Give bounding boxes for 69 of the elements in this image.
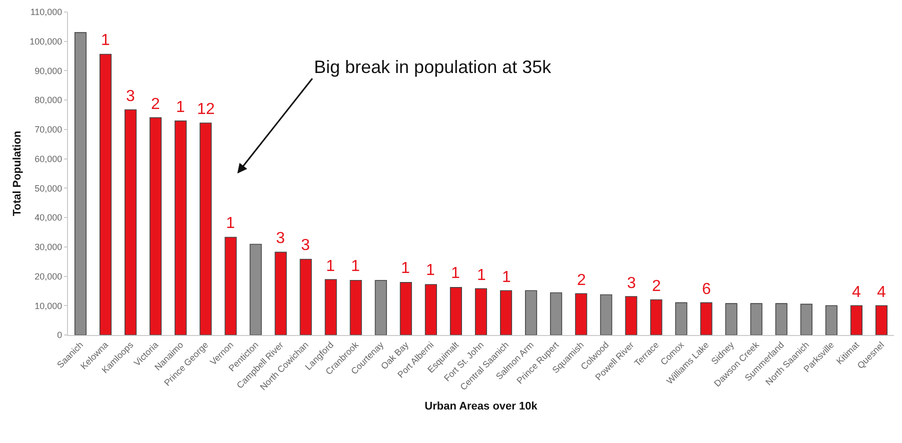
annotation: 1 (401, 260, 410, 277)
bar (725, 303, 738, 335)
annotation: Big break in population at 35k (314, 57, 552, 77)
bar (875, 305, 888, 335)
bar (100, 54, 112, 335)
y-tick-label: 10,000 (34, 300, 62, 311)
annotation: 1 (451, 265, 460, 282)
bar (800, 304, 812, 335)
bar (174, 120, 187, 335)
bar (550, 292, 562, 335)
bar (274, 252, 287, 335)
annotation: 4 (852, 284, 861, 301)
bar (400, 282, 412, 335)
bar (300, 258, 312, 335)
annotation: 1 (226, 215, 235, 232)
y-tick-label: 70,000 (34, 124, 62, 135)
bar (650, 299, 662, 335)
y-axis-title: Total Population (11, 130, 24, 216)
bar (424, 284, 437, 335)
annotation: 3 (301, 237, 310, 254)
annotation: 2 (577, 272, 586, 289)
annotation: 4 (877, 284, 886, 301)
annotation: 3 (276, 230, 285, 247)
annotation: 1 (477, 267, 486, 284)
annotation: 6 (702, 281, 711, 298)
annotation: 2 (652, 278, 661, 295)
bar (150, 117, 162, 335)
bar (850, 305, 862, 335)
y-tick-label: 30,000 (34, 242, 62, 252)
annotation: 1 (502, 269, 511, 286)
annotation: 1 (426, 262, 435, 279)
bar (625, 296, 638, 335)
bar (525, 290, 538, 335)
annotation: 3 (627, 275, 636, 292)
x-axis-title: Urban Areas over 10k (424, 400, 538, 412)
bar (575, 293, 588, 335)
bar (474, 288, 488, 335)
bar (450, 287, 462, 335)
bar (600, 294, 612, 335)
bar (200, 122, 212, 335)
annotation: 12 (197, 101, 215, 118)
annotation: 1 (176, 99, 185, 116)
y-tick-label: 0 (57, 330, 62, 340)
y-tick-label: 80,000 (34, 95, 62, 106)
y-tick-label: 50,000 (34, 183, 62, 194)
annotation: 1 (101, 32, 110, 49)
y-tick-label: 20,000 (34, 271, 62, 282)
bar (700, 302, 712, 335)
annotation: 1 (351, 258, 360, 275)
bar (675, 302, 688, 335)
y-tick-label: 40,000 (34, 212, 62, 223)
bar (124, 109, 137, 335)
bar (350, 280, 362, 335)
bar (250, 244, 262, 335)
bar (775, 303, 788, 335)
bar (324, 279, 337, 335)
bar (224, 236, 237, 335)
annotation: 2 (151, 96, 160, 113)
bar (500, 290, 512, 335)
bar (825, 305, 838, 335)
y-tick-label: 110,000 (30, 7, 62, 18)
y-tick-label: 60,000 (34, 154, 62, 164)
bar (750, 303, 762, 335)
y-tick-label: 100,000 (30, 36, 62, 47)
annotation: 1 (326, 258, 335, 275)
bar (374, 280, 387, 335)
bar (74, 32, 87, 335)
y-tick-label: 90,000 (34, 66, 62, 76)
annotation: 3 (126, 88, 135, 105)
